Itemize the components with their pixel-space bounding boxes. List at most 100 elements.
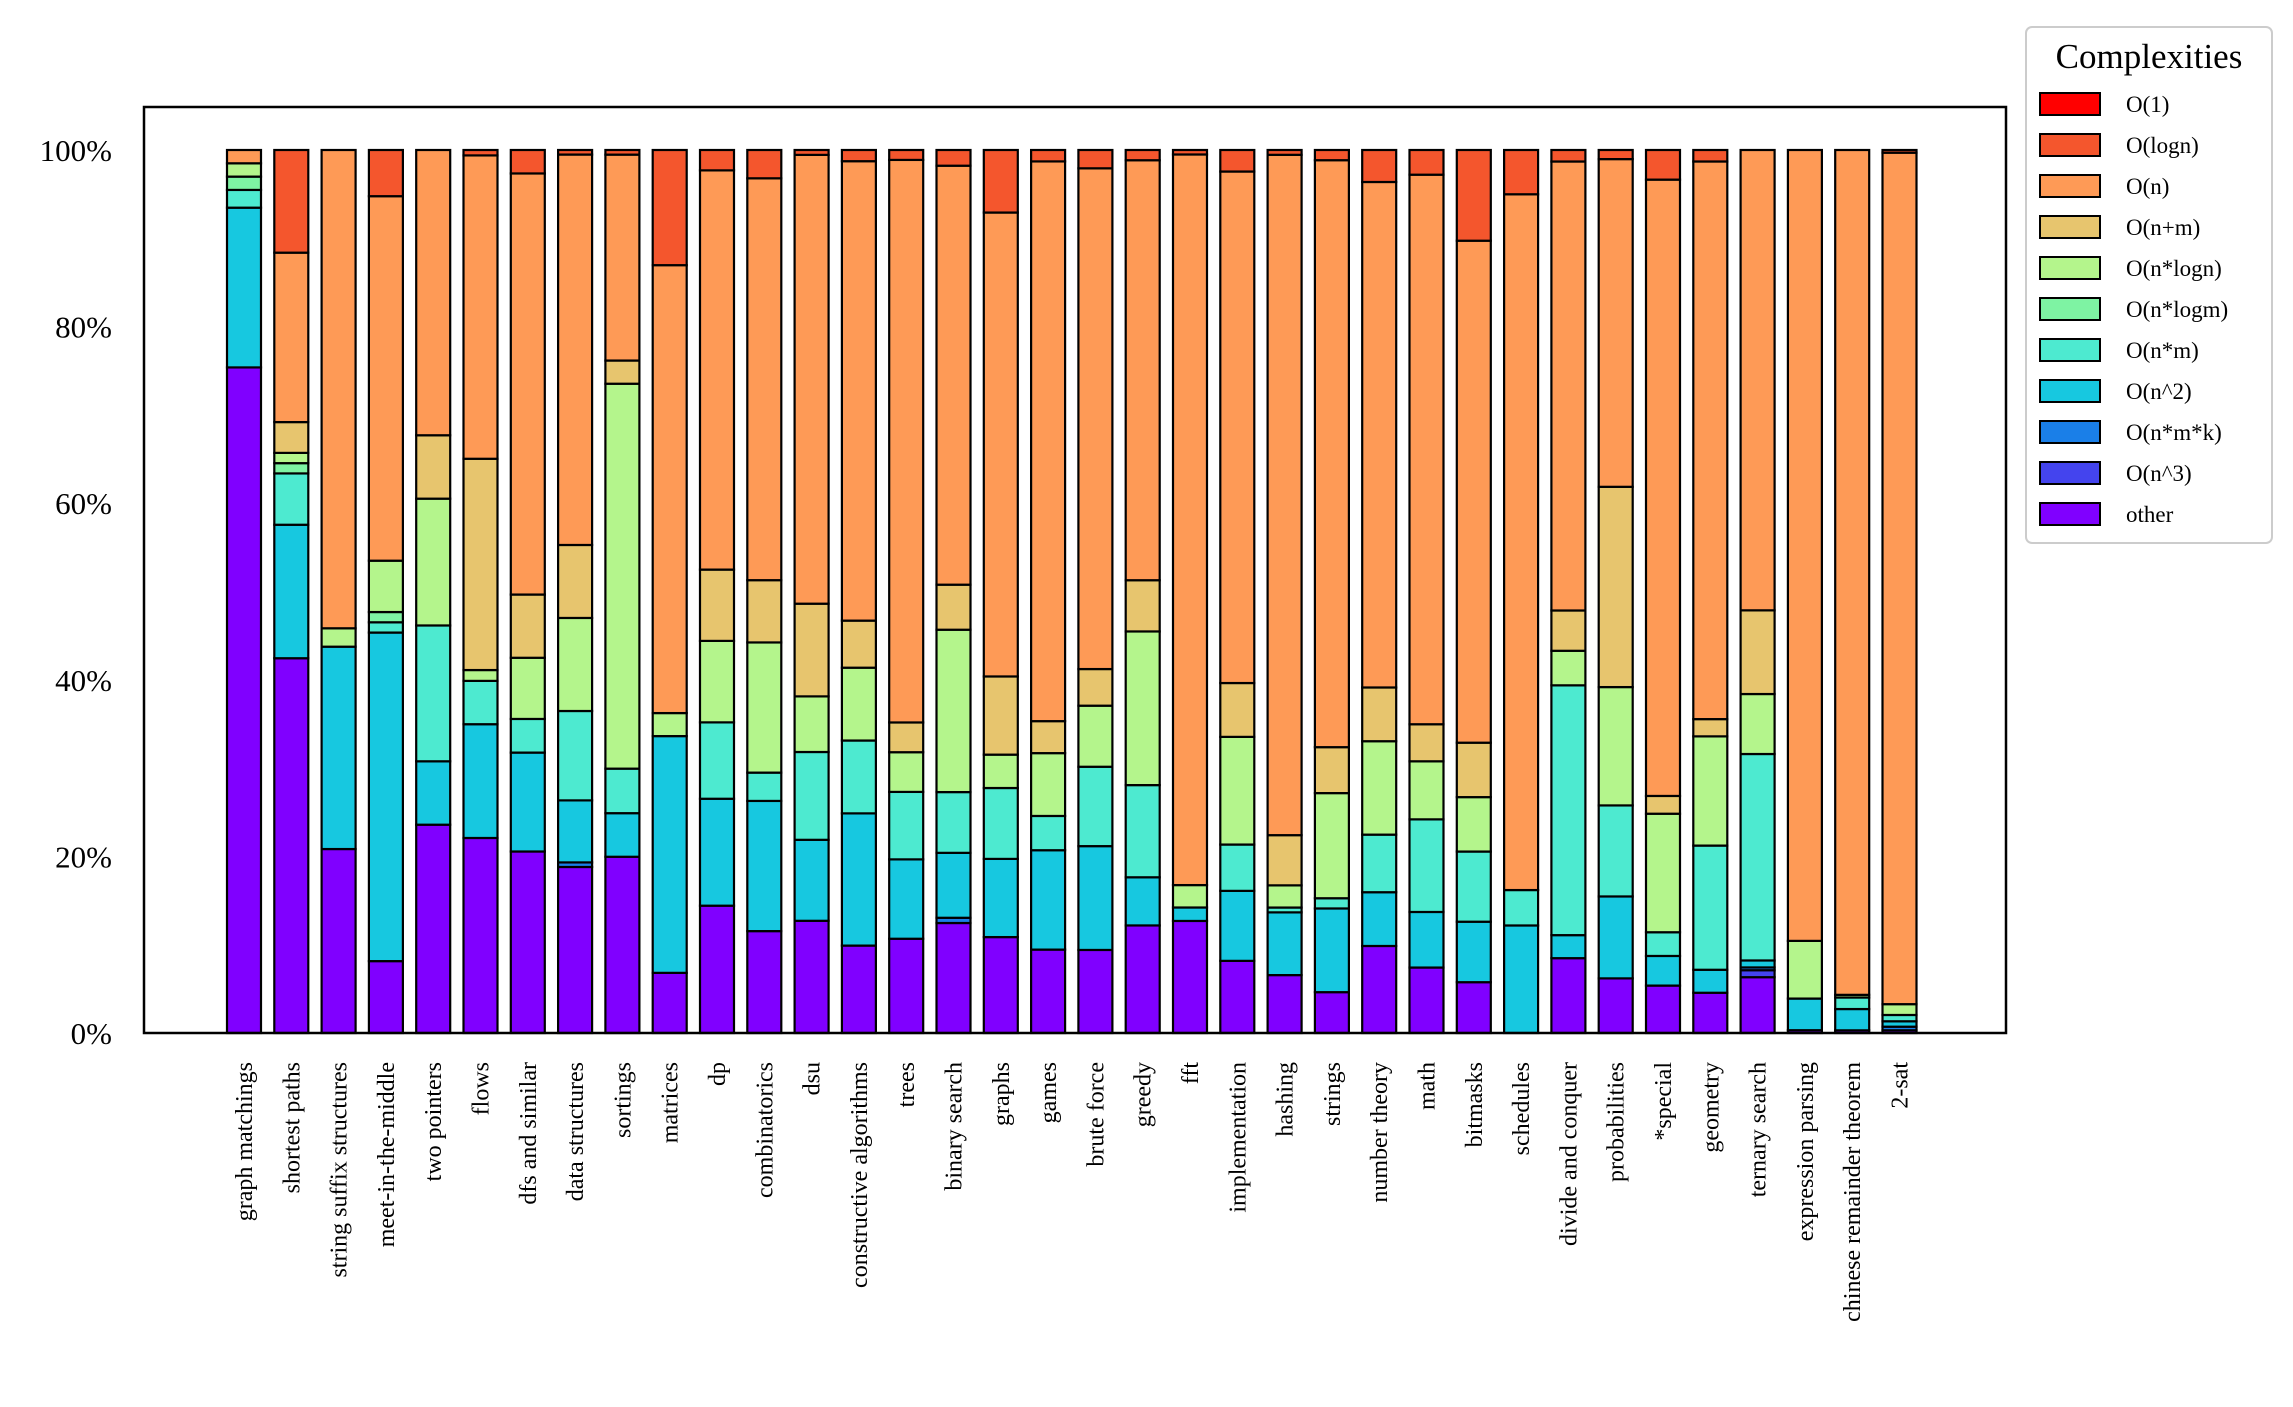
bar-segment xyxy=(604,359,641,385)
bar-segment xyxy=(1124,784,1161,879)
bar-segment xyxy=(604,153,641,362)
x-tick-label: sortings xyxy=(610,1062,636,1138)
bar-segment xyxy=(1408,723,1445,763)
x-tick-label: 2-sat xyxy=(1888,1062,1914,1109)
bar-segment xyxy=(1644,178,1682,798)
bar-stack xyxy=(840,148,878,1035)
bar-segment xyxy=(1124,159,1161,582)
bar-segment xyxy=(651,971,688,1035)
bar-segment xyxy=(1502,148,1540,196)
bar-segment xyxy=(1408,148,1445,176)
bar-stack xyxy=(1171,148,1209,1035)
x-tick-label: dp xyxy=(705,1062,731,1086)
x-tick-label: brute force xyxy=(1083,1062,1109,1167)
bar-segment xyxy=(1502,888,1540,927)
bar-stack xyxy=(462,148,499,1035)
bar-segment xyxy=(1455,148,1492,242)
legend-swatch xyxy=(2039,297,2101,321)
bar-segment xyxy=(273,523,310,660)
x-tick-label: combinatorics xyxy=(752,1062,778,1198)
legend-label: O(n*m) xyxy=(2126,338,2199,363)
bar-stack xyxy=(1266,148,1303,1035)
bar-segment xyxy=(1408,818,1445,914)
bar-segment xyxy=(698,797,736,907)
bar-segment xyxy=(982,211,1019,678)
legend-label: O(n) xyxy=(2126,174,2169,199)
bar-segment xyxy=(1692,718,1729,738)
bar-segment xyxy=(651,735,688,974)
bar-segment xyxy=(888,751,925,794)
bar-segment xyxy=(1219,681,1256,738)
x-tick-label: divide and conquer xyxy=(1556,1062,1582,1246)
bar-segment xyxy=(1692,968,1729,994)
bar-segment xyxy=(1692,991,1729,1035)
bar-stack xyxy=(1881,148,1918,1035)
bar-segment xyxy=(225,188,263,209)
bar-segment xyxy=(1266,884,1303,909)
bar-segment xyxy=(982,148,1019,214)
bar-segment xyxy=(1077,667,1114,707)
bar-segment xyxy=(225,162,263,178)
bar-segment xyxy=(698,904,736,1035)
bar-stack xyxy=(793,148,830,1035)
x-tick-label: bitmasks xyxy=(1462,1062,1488,1147)
bar-segment xyxy=(1171,153,1209,887)
bar-segment xyxy=(1219,148,1256,173)
bar-stack xyxy=(1786,148,1824,1035)
x-tick-label: binary search xyxy=(942,1062,968,1191)
bar-segment xyxy=(840,619,878,669)
bar-segment xyxy=(698,148,736,172)
bar-segment xyxy=(698,639,736,724)
bar-segment xyxy=(1644,984,1682,1035)
bar-segment xyxy=(982,935,1019,1035)
legend-item: other xyxy=(2039,502,2174,527)
bar-segment xyxy=(1786,997,1824,1032)
bar-segment xyxy=(1029,720,1067,755)
legend-label: O(1) xyxy=(2126,92,2169,117)
bar-segment xyxy=(746,771,783,803)
bar-segment xyxy=(651,264,688,715)
legend-label: O(n^3) xyxy=(2126,461,2192,486)
legend-item: O(n*logn) xyxy=(2039,256,2222,281)
bar-segment xyxy=(1739,752,1776,962)
bar-segment xyxy=(935,851,972,919)
bar-segment xyxy=(320,148,357,630)
bar-segment xyxy=(888,721,925,754)
bar-segment xyxy=(462,457,499,672)
x-tick-label: string suffix structures xyxy=(327,1062,353,1278)
bar-stack xyxy=(1219,148,1256,1035)
bar-segment xyxy=(746,579,783,644)
bar-segment xyxy=(698,568,736,642)
y-tick-label: 80% xyxy=(55,310,112,345)
bar-segment xyxy=(1171,919,1209,1035)
bar-segment xyxy=(982,786,1019,861)
legend-swatch xyxy=(2039,502,2101,526)
bar-segment xyxy=(273,148,310,254)
bar-segment xyxy=(1502,924,1540,1035)
y-tick-label: 100% xyxy=(40,133,112,168)
x-tick-label: meet-in-the-middle xyxy=(374,1062,400,1247)
bar-segment xyxy=(367,148,404,198)
bar-segment xyxy=(1219,889,1256,962)
x-tick-label: flows xyxy=(469,1062,495,1115)
bar-stack xyxy=(367,148,404,1035)
bar-segment xyxy=(1313,159,1351,749)
bar-segment xyxy=(1455,239,1492,744)
bar-segment xyxy=(273,462,310,475)
bar-segment xyxy=(793,153,830,605)
bar-segment xyxy=(935,628,972,794)
bar-stack xyxy=(1077,148,1114,1035)
bar-segment xyxy=(1029,148,1067,163)
y-tick-label: 20% xyxy=(55,839,112,874)
bar-segment xyxy=(1739,609,1776,696)
x-tick-label: two pointers xyxy=(421,1062,447,1181)
bar-segment xyxy=(1124,876,1161,927)
bar-segment xyxy=(1455,741,1492,799)
bar-segment xyxy=(1219,170,1256,685)
bar-segment xyxy=(840,944,878,1035)
bar-segment xyxy=(1266,911,1303,977)
bar-segment xyxy=(225,366,263,1035)
legend-item: O(n) xyxy=(2039,174,2169,199)
bar-segment xyxy=(1881,148,1918,154)
bar-segment xyxy=(1739,976,1776,1035)
